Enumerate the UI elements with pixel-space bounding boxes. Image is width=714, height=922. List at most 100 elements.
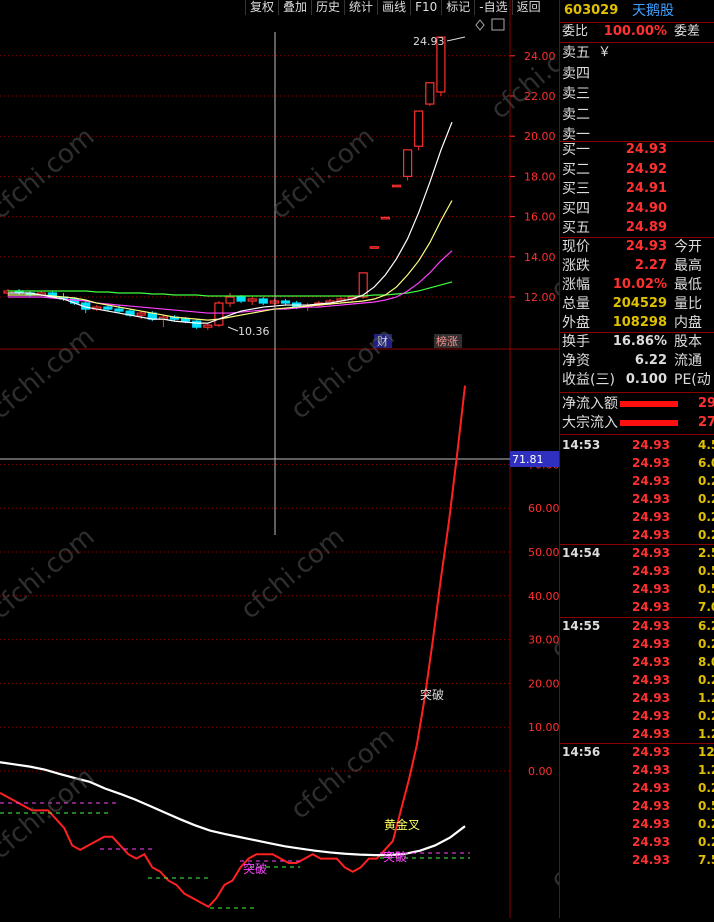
flow-value: 29 [698, 396, 714, 411]
price-axis-label: 24.00 [524, 50, 556, 63]
quote-label: 现价 [562, 239, 590, 255]
golden-cross-label: 黄金叉 [384, 817, 420, 832]
candle-body [358, 272, 368, 298]
sell-row-3: 卖三 [560, 85, 714, 103]
sell-row-4: 卖四 [560, 65, 714, 83]
stock-code: 603029 [564, 3, 619, 18]
tick-row: 24.93 0.2 [560, 508, 714, 526]
candle-body [114, 308, 124, 312]
kline-chart[interactable]: 24.00 22.00 20.00 18.00 16.00 14.00 12.00 24.93… [0, 0, 660, 918]
toolbar-item-6[interactable]: 标记 [441, 0, 474, 15]
toolbar-item-8[interactable]: 返回 [511, 0, 545, 15]
breakout-label-2: 突破 [243, 861, 267, 876]
toolbar-item-0[interactable]: 复权 [245, 0, 278, 15]
indicator-axis-label: 0.00 [528, 765, 553, 778]
tick-time: 14:56 [562, 744, 601, 759]
tick-volume: 4.5 [698, 438, 714, 452]
indicator-axis-label: 10.00 [528, 721, 559, 734]
quote-label: 外盘 [562, 315, 590, 331]
tick-price: 24.93 [632, 690, 670, 705]
tick-volume: 1.2 [698, 762, 714, 777]
candle-body [236, 296, 246, 302]
stats-value: 0.100 [625, 372, 667, 387]
watermark-text: cfchi.com [0, 322, 100, 425]
buy-row-3: 买三 24.91 [560, 180, 714, 198]
tick-row: 24.93 0.2 [560, 635, 714, 653]
price-axis-label: 14.00 [524, 251, 556, 264]
tick-row: 14:55 24.93 6.2 [560, 617, 714, 635]
tick-price: 24.93 [632, 528, 670, 543]
tick-volume: 2.5 [698, 546, 714, 561]
quote-value: 24.93 [625, 239, 667, 254]
watermark-text: cfchi.com [545, 792, 559, 895]
quote-label2: 最高 [674, 258, 702, 274]
tick-price: 24.93 [632, 835, 670, 850]
stock-header: 603029 天鹅股 [560, 0, 714, 22]
candle-body [380, 216, 390, 220]
high-arrow [446, 36, 466, 42]
cai-badge-bg [374, 334, 392, 348]
stats-label: 换手 [562, 334, 590, 350]
high-price-label: 24.93 [413, 35, 445, 48]
price-axis-label: 16.00 [524, 211, 556, 224]
buy-label: 买五 [562, 220, 590, 236]
price-axis-label: 22.00 [524, 90, 556, 103]
tick-row: 24.93 0.2 [560, 526, 714, 544]
toolbar-item-7[interactable]: -自选 [474, 0, 511, 15]
candle-body [280, 300, 291, 304]
tick-price: 24.93 [632, 618, 670, 633]
tick-price: 24.93 [632, 853, 670, 868]
tick-price: 24.93 [632, 636, 670, 651]
ma60-line [8, 281, 453, 297]
tick-volume: 0.5 [698, 564, 714, 579]
toolbar-item-2[interactable]: 历史 [311, 0, 344, 15]
quote-row-1: 涨跌 2.27 最高 [560, 257, 714, 275]
flow-label: 大宗流入 [562, 415, 618, 431]
candle-body [403, 149, 413, 177]
candle-body [136, 312, 146, 316]
flow-value: 27 [698, 415, 714, 430]
candle-body [436, 36, 446, 93]
tick-price: 24.93 [632, 438, 670, 452]
tick-volume: 0.2 [698, 510, 714, 525]
watermark-text: cfchi.com [0, 762, 100, 865]
tick-volume: 0.2 [698, 835, 714, 850]
buy-price: 24.92 [625, 161, 667, 177]
tick-row: 24.93 7.0 [560, 598, 714, 616]
tick-price: 24.93 [632, 492, 670, 507]
tick-volume: 0.5 [698, 799, 714, 813]
tick-row: 24.93 0.2 [560, 815, 714, 833]
ma10-line [8, 200, 453, 321]
tick-price: 24.93 [632, 762, 670, 777]
candle-body [247, 298, 257, 302]
indicator-white-line [0, 761, 466, 857]
candle-body [181, 318, 191, 322]
tick-volume: 0.2 [698, 474, 714, 489]
toolbar-item-5[interactable]: F10 [410, 0, 441, 15]
bangzhang-badge: 榜涨 [436, 334, 458, 348]
window-icon [491, 18, 505, 31]
toolbar-item-4[interactable]: 画线 [377, 0, 410, 15]
tick-volume: 6.0 [698, 456, 714, 471]
toolbar-item-1[interactable]: 叠加 [278, 0, 311, 15]
stats-label2: PE(动 [674, 372, 711, 388]
stats-label: 净资 [562, 353, 590, 369]
candle-body [214, 302, 224, 326]
flow-bar [620, 420, 678, 426]
tick-row: 24.93 1.2 [560, 689, 714, 707]
watermark-text: cfchi.com [0, 122, 100, 225]
tick-price: 24.93 [632, 564, 670, 579]
ratio-label: 委比 [562, 24, 589, 39]
indicator-axis-label: 40.00 [528, 590, 559, 603]
buy-row-2: 买二 24.92 [560, 161, 714, 179]
flow-bar [620, 401, 678, 407]
sell-label: 卖四 [562, 65, 590, 82]
tick-volume: 0.2 [698, 492, 714, 507]
quote-value: 204529 [612, 296, 667, 311]
quote-row-2: 涨幅 10.02% 最低 [560, 276, 714, 294]
crosshair-value: 71.81 [512, 453, 544, 466]
buy-price: 24.89 [625, 220, 667, 235]
price-axis-label: 20.00 [524, 130, 556, 143]
toolbar-item-3[interactable]: 统计 [344, 0, 377, 15]
stock-name: 天鹅股 [632, 3, 674, 19]
